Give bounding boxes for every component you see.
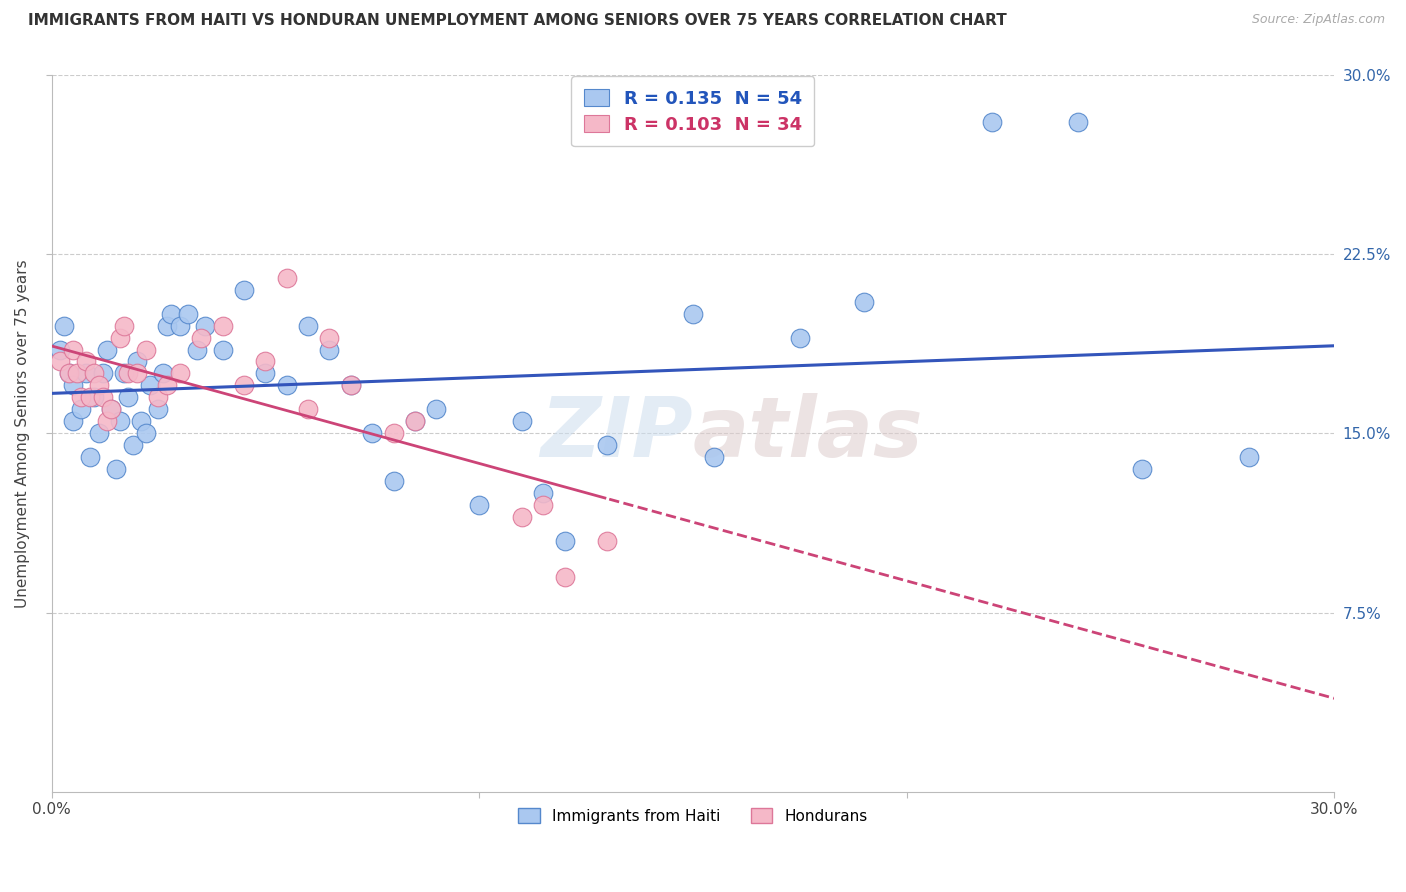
Text: atlas: atlas <box>693 392 924 474</box>
Point <box>596 438 619 452</box>
Point <box>510 510 533 524</box>
Point <box>83 367 105 381</box>
Point <box>125 367 148 381</box>
Point <box>112 367 135 381</box>
Point <box>58 367 80 381</box>
Point <box>468 498 491 512</box>
Point <box>91 367 114 381</box>
Point <box>531 498 554 512</box>
Point <box>135 343 157 357</box>
Point <box>682 307 704 321</box>
Point <box>254 354 277 368</box>
Point <box>404 414 426 428</box>
Point <box>62 414 84 428</box>
Point <box>318 330 340 344</box>
Point <box>100 402 122 417</box>
Point <box>156 378 179 392</box>
Point <box>510 414 533 428</box>
Point <box>117 367 139 381</box>
Point <box>789 330 811 344</box>
Point <box>531 486 554 500</box>
Point <box>87 378 110 392</box>
Point <box>148 390 170 404</box>
Point <box>112 318 135 333</box>
Point <box>62 343 84 357</box>
Point <box>156 318 179 333</box>
Point <box>1237 450 1260 465</box>
Point <box>108 330 131 344</box>
Text: ZIP: ZIP <box>540 392 693 474</box>
Text: IMMIGRANTS FROM HAITI VS HONDURAN UNEMPLOYMENT AMONG SENIORS OVER 75 YEARS CORRE: IMMIGRANTS FROM HAITI VS HONDURAN UNEMPL… <box>28 13 1007 29</box>
Text: Source: ZipAtlas.com: Source: ZipAtlas.com <box>1251 13 1385 27</box>
Point <box>276 270 298 285</box>
Point <box>340 378 363 392</box>
Point <box>169 318 191 333</box>
Point <box>152 367 174 381</box>
Point <box>49 354 72 368</box>
Point <box>186 343 208 357</box>
Point <box>66 367 89 381</box>
Point <box>125 354 148 368</box>
Point <box>70 402 93 417</box>
Point <box>117 390 139 404</box>
Point <box>211 343 233 357</box>
Point <box>131 414 153 428</box>
Point <box>232 283 254 297</box>
Point <box>276 378 298 392</box>
Point <box>596 533 619 548</box>
Point <box>404 414 426 428</box>
Point <box>91 390 114 404</box>
Point <box>75 367 97 381</box>
Point <box>87 426 110 441</box>
Point <box>852 294 875 309</box>
Point <box>361 426 384 441</box>
Point <box>104 462 127 476</box>
Point <box>1066 115 1088 129</box>
Point <box>340 378 363 392</box>
Point <box>254 367 277 381</box>
Point <box>554 570 576 584</box>
Point <box>382 426 405 441</box>
Point <box>703 450 725 465</box>
Point <box>318 343 340 357</box>
Point <box>70 390 93 404</box>
Point <box>96 343 118 357</box>
Point <box>139 378 162 392</box>
Point <box>190 330 212 344</box>
Point <box>554 533 576 548</box>
Point <box>297 318 319 333</box>
Point <box>232 378 254 392</box>
Point <box>79 390 101 404</box>
Point <box>1130 462 1153 476</box>
Point <box>108 414 131 428</box>
Point <box>58 367 80 381</box>
Point <box>53 318 76 333</box>
Point <box>194 318 217 333</box>
Point <box>382 474 405 488</box>
Point <box>177 307 200 321</box>
Point <box>49 343 72 357</box>
Point <box>100 402 122 417</box>
Point <box>79 450 101 465</box>
Point <box>148 402 170 417</box>
Point <box>981 115 1004 129</box>
Point <box>121 438 143 452</box>
Point <box>211 318 233 333</box>
Legend: Immigrants from Haiti, Hondurans: Immigrants from Haiti, Hondurans <box>508 797 879 835</box>
Point <box>75 354 97 368</box>
Point <box>135 426 157 441</box>
Point <box>169 367 191 381</box>
Point <box>160 307 183 321</box>
Point <box>425 402 447 417</box>
Point <box>62 378 84 392</box>
Y-axis label: Unemployment Among Seniors over 75 years: Unemployment Among Seniors over 75 years <box>15 259 30 607</box>
Point <box>96 414 118 428</box>
Point <box>297 402 319 417</box>
Point <box>83 390 105 404</box>
